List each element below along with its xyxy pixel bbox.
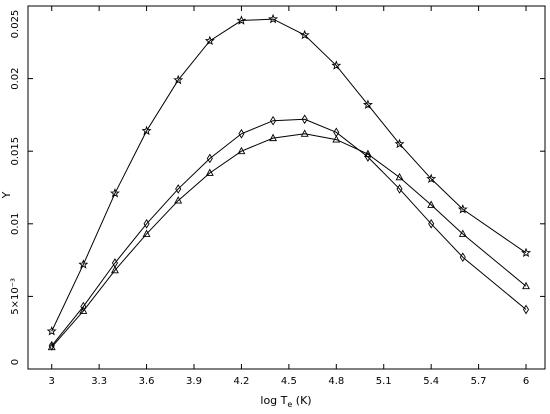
series-layer xyxy=(46,13,532,351)
triangle-marker xyxy=(79,306,88,314)
diamond-marker xyxy=(206,153,213,164)
diamond-marker xyxy=(459,252,466,263)
star-marker xyxy=(78,259,89,269)
diamond-marker xyxy=(396,184,403,194)
series-line xyxy=(51,118,527,347)
x-axis-label-subscript: e xyxy=(287,400,292,409)
star-marker xyxy=(141,125,152,136)
star-marker xyxy=(457,204,468,214)
series-triangle xyxy=(47,129,530,351)
diamond-marker xyxy=(522,304,530,315)
diamond-marker xyxy=(428,218,435,229)
star-marker xyxy=(204,35,215,46)
x-axis-ticks: 3 3.3 3.6 3.9 4.2 4.5 4.8 5.1 5.4 5.7 6 xyxy=(49,6,529,387)
x-axis-label-unit: (K) xyxy=(292,394,311,407)
y-axis-ticks: 0 5×10⁻³ 0.01 0.015 0.02 0.025 xyxy=(10,5,545,370)
triangle-marker xyxy=(522,281,530,290)
y-tick-label: 0.01 xyxy=(10,213,21,235)
triangle-marker xyxy=(395,172,404,181)
series-diamond xyxy=(48,114,530,351)
star-marker xyxy=(109,188,120,198)
x-tick-label: 3.3 xyxy=(91,376,107,387)
triangle-marker xyxy=(142,229,151,237)
x-tick-label: 5.7 xyxy=(471,376,487,387)
star-marker xyxy=(173,74,184,85)
y-tick-label: 0.02 xyxy=(10,67,21,89)
x-axis-label-main: log T xyxy=(260,394,287,407)
triangle-marker xyxy=(332,135,341,143)
x-tick-label: 4.5 xyxy=(281,376,297,387)
triangle-marker xyxy=(111,265,119,274)
x-tick-label: 4.2 xyxy=(233,376,249,387)
x-tick-label: 5.4 xyxy=(423,376,439,387)
star-marker xyxy=(268,13,279,24)
star-marker xyxy=(46,325,57,336)
y-tick-label: 0.025 xyxy=(10,10,21,39)
diamond-marker xyxy=(238,128,245,139)
star-marker xyxy=(394,138,405,149)
x-tick-label: 6 xyxy=(523,376,529,387)
triangle-marker xyxy=(363,149,372,158)
plot-frame xyxy=(27,5,546,370)
triangle-marker xyxy=(237,146,246,155)
diamond-marker xyxy=(270,115,277,126)
star-marker xyxy=(331,60,342,70)
x-tick-label: 3.9 xyxy=(186,376,202,387)
star-marker xyxy=(362,99,373,109)
x-tick-label: 4.8 xyxy=(328,376,344,387)
diamond-marker xyxy=(143,218,150,229)
series-line xyxy=(51,133,527,348)
triangle-marker xyxy=(47,342,56,351)
y-axis-label: Υ xyxy=(0,191,13,199)
star-marker xyxy=(521,247,532,258)
x-tick-label: 3 xyxy=(49,376,55,387)
triangle-marker xyxy=(300,129,309,137)
triangle-marker xyxy=(205,168,214,176)
x-tick-label: 3.6 xyxy=(139,376,155,387)
triangle-marker xyxy=(458,229,467,237)
triangle-marker xyxy=(174,196,183,204)
series-star xyxy=(46,13,532,336)
diamond-marker xyxy=(175,184,182,194)
star-marker xyxy=(299,29,310,40)
triangle-marker xyxy=(269,133,278,142)
y-tick-label: 0.015 xyxy=(10,137,21,166)
triangle-marker xyxy=(427,200,436,208)
x-tick-label: 5.1 xyxy=(376,376,392,387)
diamond-marker xyxy=(301,114,308,125)
star-marker xyxy=(236,15,247,25)
series-line xyxy=(51,18,527,332)
y-tick-label: 0 xyxy=(10,359,21,365)
y-tick-label: 5×10⁻³ xyxy=(10,278,21,315)
x-axis-label: log Te (K) xyxy=(260,394,311,409)
star-marker xyxy=(426,173,437,184)
